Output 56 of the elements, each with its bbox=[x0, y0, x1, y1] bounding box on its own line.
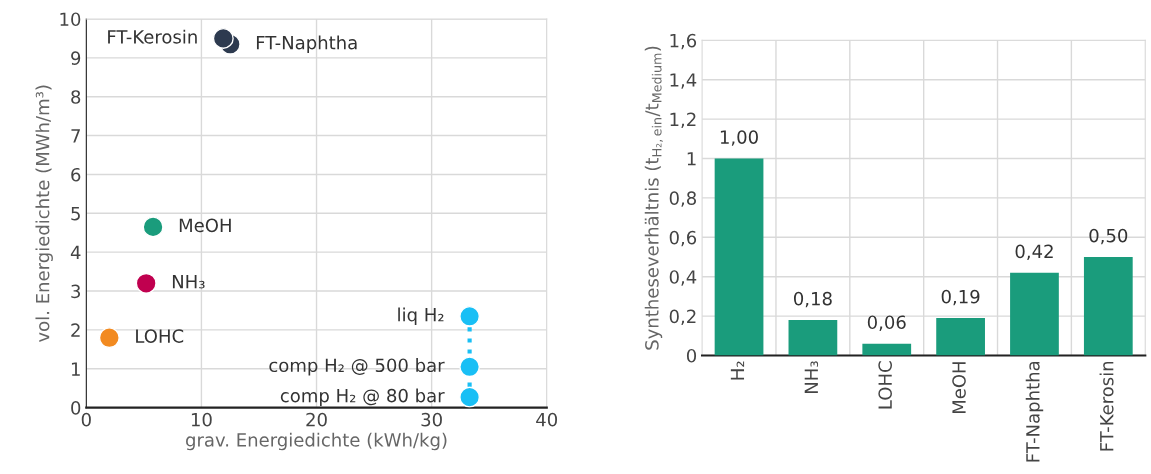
bar bbox=[1083, 257, 1133, 356]
y-tick-label: 1,6 bbox=[670, 33, 697, 50]
data-label: 0,18 bbox=[793, 291, 832, 308]
annotation: FT-Naphtha bbox=[256, 35, 357, 53]
bar bbox=[788, 320, 838, 356]
annotation: LOHC bbox=[136, 329, 184, 343]
y-tick-label: 6 bbox=[71, 167, 81, 182]
y-tick-label: 1,2 bbox=[670, 112, 696, 129]
y-tick-label: 7 bbox=[71, 129, 80, 143]
annotation: comp H₂ @ 80 bar bbox=[280, 388, 445, 406]
y-tick-label: 0,6 bbox=[669, 230, 697, 247]
point bbox=[459, 305, 481, 327]
y-tick-label: 1 bbox=[71, 362, 80, 376]
x-tick-label: LOHC bbox=[878, 361, 892, 409]
point bbox=[459, 356, 481, 378]
data-label: 0,06 bbox=[867, 315, 906, 331]
annotation: comp H₂ @ 500 bar bbox=[269, 358, 445, 376]
annotation: MeOH bbox=[179, 218, 231, 233]
y-axis-title: vol. Energiedichte (MWh/m³) bbox=[35, 85, 53, 343]
bar bbox=[862, 343, 912, 356]
x-tick-label: 10 bbox=[191, 412, 212, 427]
y-tick-label: 0,4 bbox=[669, 270, 697, 286]
annotation: liq H₂ bbox=[398, 307, 444, 326]
y-tick-label: 1,4 bbox=[670, 73, 697, 89]
point bbox=[459, 386, 481, 408]
y-tick-label: 5 bbox=[71, 207, 80, 221]
x-axis-title: grav. Energiedichte (kWh/kg) bbox=[186, 432, 447, 451]
y-tick-label: 1 bbox=[687, 152, 696, 166]
y-tick-label: 8 bbox=[71, 90, 81, 104]
data-label: 1,00 bbox=[720, 130, 758, 146]
x-tick-label: NH₃ bbox=[804, 361, 819, 393]
annotation: NH₃ bbox=[172, 275, 205, 289]
bar bbox=[714, 158, 764, 356]
x-tick-label: FT-Kerosin bbox=[1099, 361, 1114, 451]
data-label: 0,19 bbox=[941, 289, 980, 306]
bar bbox=[1010, 272, 1059, 356]
y-tick-label: 0,2 bbox=[669, 309, 696, 326]
x-tick-label: 40 bbox=[536, 412, 558, 427]
annotation: FT-Kerosin bbox=[108, 29, 197, 44]
y-tick-label: 10 bbox=[60, 12, 81, 27]
y-tick-label: 3 bbox=[71, 284, 81, 299]
bar bbox=[936, 318, 985, 356]
y-tick-label: 0 bbox=[686, 348, 697, 363]
y-axis-title: Syntheseverhältnis (t$_{H₂,ein}$/t$_{Medium}$) bbox=[644, 46, 663, 350]
data-label: 0,50 bbox=[1089, 228, 1128, 245]
y-tick-label: 2 bbox=[71, 323, 80, 337]
x-tick-label: 20 bbox=[306, 412, 327, 427]
x-tick-label: MeOH bbox=[952, 362, 966, 414]
x-tick-label: H₂ bbox=[730, 361, 745, 380]
y-tick-label: 4 bbox=[70, 245, 81, 260]
data-label: 0,42 bbox=[1015, 244, 1053, 260]
x-tick-label: 30 bbox=[421, 412, 442, 427]
y-tick-label: 9 bbox=[71, 51, 81, 65]
x-tick-label: FT-Naphtha bbox=[1025, 362, 1044, 462]
x-tick-label: 0 bbox=[81, 412, 91, 427]
y-tick-label: 0,8 bbox=[669, 191, 697, 207]
